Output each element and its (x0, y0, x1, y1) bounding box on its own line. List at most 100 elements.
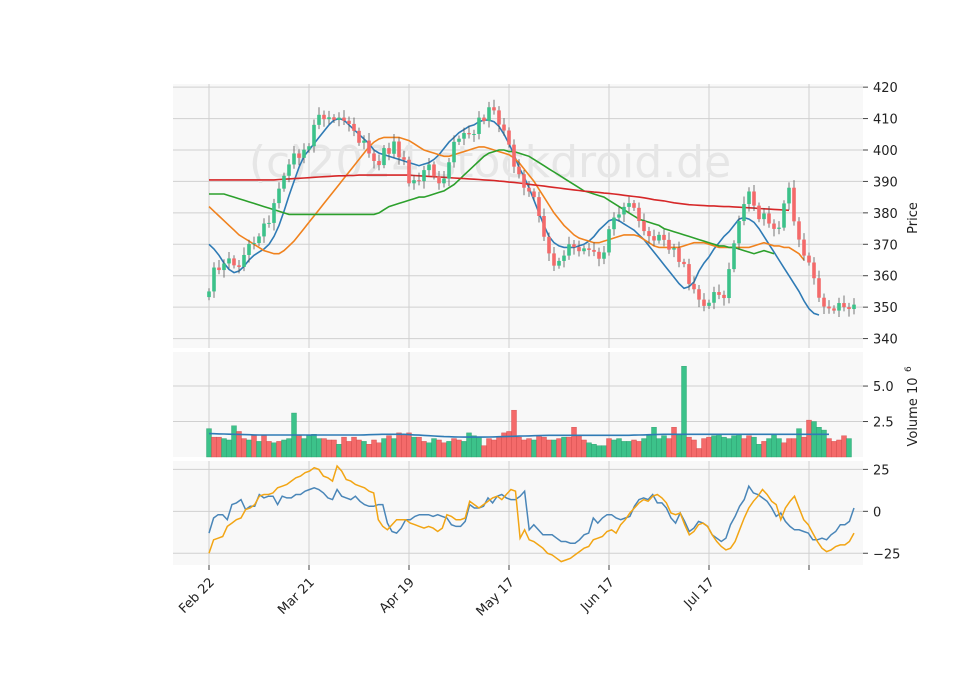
candle-body (272, 203, 276, 223)
candle-body (412, 180, 416, 184)
price-y-tick-label: 360 (873, 270, 898, 285)
volume-bar (381, 438, 387, 458)
volume-bar (386, 435, 392, 458)
volume-bar (376, 442, 382, 458)
candle-body (287, 164, 291, 176)
candle-body (657, 234, 661, 241)
candle-body (212, 267, 216, 292)
volume-axis-title: Volume 10 (906, 377, 921, 446)
price-y-tick-label: 340 (873, 333, 898, 348)
volume-bar (516, 436, 522, 458)
oscillator-line (208, 464, 855, 563)
volume-bar (496, 436, 502, 458)
candle-body (472, 133, 476, 135)
candle-body (377, 161, 381, 166)
candle-body (307, 146, 311, 150)
candle-body (797, 221, 801, 240)
volume-bar (616, 438, 622, 458)
volume-bar (646, 435, 652, 458)
candle-body (207, 291, 211, 298)
candle-body (507, 130, 511, 145)
volume-bar (836, 439, 842, 458)
volume-bar (286, 438, 292, 458)
volume-bar (486, 438, 492, 458)
candle-body (532, 191, 536, 198)
candle-body (827, 306, 831, 309)
volume-bar (361, 441, 367, 458)
candle-body (717, 292, 721, 295)
price-y-tick-label: 420 (873, 81, 898, 96)
volume-bar (736, 434, 742, 458)
price-y-tick-label: 350 (873, 301, 898, 316)
volume-bar (626, 441, 632, 458)
volume-bar (666, 438, 672, 458)
candle-body (802, 239, 806, 256)
volume-bar (706, 436, 712, 458)
volume-bar (251, 435, 257, 458)
volume-bar (471, 435, 477, 458)
volume-bar (441, 442, 447, 458)
candle-body (752, 191, 756, 206)
candle-body (582, 248, 586, 252)
candle-body (762, 213, 766, 220)
volume-bar (826, 438, 832, 458)
volume-bar (456, 439, 462, 458)
candle-body (517, 166, 521, 175)
volume-bar (396, 432, 402, 458)
volume-bar (731, 435, 737, 458)
candle-body (482, 117, 486, 122)
candle-body (437, 176, 441, 184)
candle-body (302, 149, 306, 158)
volume-bar (631, 439, 637, 458)
candle-body (247, 243, 251, 255)
volume-bar (846, 438, 852, 458)
volume-y-tick-label: 2.5 (873, 416, 894, 431)
volume-bar (661, 435, 667, 458)
candle-body (537, 197, 541, 216)
volume-bar (226, 439, 232, 458)
candle-body (692, 283, 696, 290)
candle-body (677, 248, 681, 262)
candle-body (547, 236, 551, 254)
volume-bar (716, 434, 722, 458)
volume-bar (556, 438, 562, 458)
volume-bar (421, 441, 427, 458)
candle-body (462, 133, 466, 139)
volume-bar (551, 439, 557, 458)
volume-bar (506, 431, 512, 458)
candle-body (457, 138, 461, 142)
volume-bar (781, 442, 787, 458)
candle-body (777, 227, 781, 229)
volume-bar (831, 441, 837, 458)
candle-body (347, 120, 351, 124)
volume-average (208, 432, 829, 438)
candle-body (552, 253, 556, 266)
candle-body (767, 213, 771, 224)
volume-bar (591, 444, 597, 458)
volume-bar (676, 434, 682, 458)
candle-body (257, 236, 261, 244)
candle-body (562, 255, 566, 261)
candle-body (367, 140, 371, 154)
candle-body (277, 188, 281, 204)
volume-bar (461, 441, 467, 458)
candle-body (382, 148, 386, 166)
volume-bar (576, 435, 582, 458)
candle-body (407, 159, 411, 184)
candle-body (442, 178, 446, 184)
candle-body (242, 254, 246, 267)
volume-bar (406, 432, 412, 458)
volume-bar (546, 439, 552, 458)
candle-body (617, 214, 621, 218)
volume-bar (231, 425, 237, 458)
volume-bar (566, 436, 572, 458)
moving-average-line (208, 136, 805, 261)
candle-body (817, 278, 821, 298)
volume-bar (756, 444, 762, 458)
candle-body (327, 117, 331, 120)
candle-body (342, 117, 346, 121)
volume-bar (236, 431, 242, 458)
volume-bar (431, 438, 437, 458)
candle-body (492, 107, 496, 111)
